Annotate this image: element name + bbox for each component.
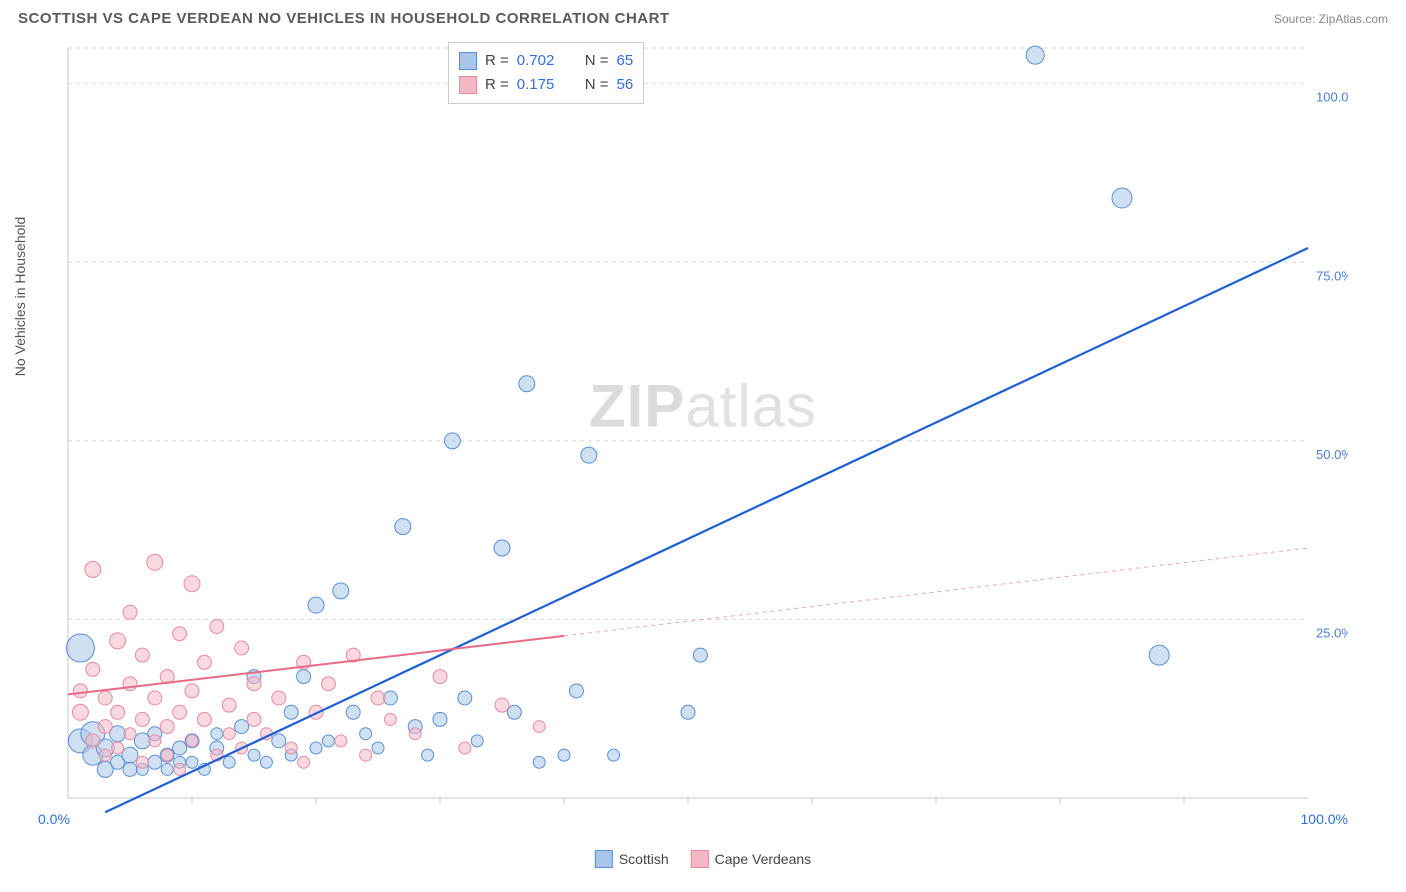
source-label: Source: ZipAtlas.com (1274, 12, 1388, 26)
chart-container: No Vehicles in Household 25.0%50.0%75.0%… (18, 38, 1388, 874)
legend-swatch (595, 850, 613, 868)
legend-row: R = 0.702 N = 65 (459, 49, 633, 73)
svg-text:75.0%: 75.0% (1316, 268, 1348, 283)
legend-item: Cape Verdeans (691, 850, 812, 868)
r-label: R = (485, 73, 509, 97)
n-label: N = (585, 49, 609, 73)
n-value: 65 (617, 49, 634, 73)
y-axis-label: No Vehicles in Household (12, 217, 28, 377)
legend-item: Scottish (595, 850, 669, 868)
legend-row: R = 0.175 N = 56 (459, 73, 633, 97)
legend-swatch (691, 850, 709, 868)
legend-label: Scottish (619, 851, 669, 867)
legend-label: Cape Verdeans (715, 851, 812, 867)
svg-text:50.0%: 50.0% (1316, 447, 1348, 462)
svg-text:0.0%: 0.0% (38, 811, 70, 827)
svg-text:25.0%: 25.0% (1316, 625, 1348, 640)
series-legend: Scottish Cape Verdeans (595, 850, 811, 868)
svg-text:100.0%: 100.0% (1301, 811, 1348, 827)
series-Scottish (66, 46, 1169, 777)
svg-text:100.0%: 100.0% (1316, 90, 1348, 105)
legend-swatch (459, 52, 477, 70)
r-label: R = (485, 49, 509, 73)
scatter-chart: 25.0% 50.0% 75.0% 100.0% 0.0% 100.0% (18, 38, 1348, 838)
correlation-legend: R = 0.702 N = 65 R = 0.175 N = 56 (448, 42, 644, 104)
chart-title: SCOTTISH VS CAPE VERDEAN NO VEHICLES IN … (18, 10, 670, 27)
n-value: 56 (617, 73, 634, 97)
n-label: N = (585, 73, 609, 97)
r-value: 0.702 (517, 49, 567, 73)
legend-swatch (459, 76, 477, 94)
r-value: 0.175 (517, 73, 567, 97)
